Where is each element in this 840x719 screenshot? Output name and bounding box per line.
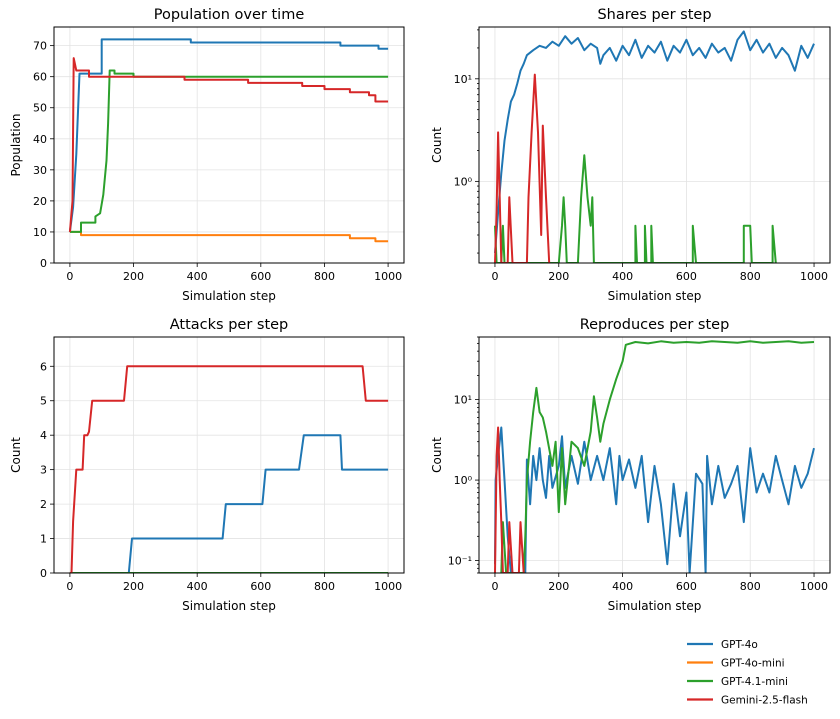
series-group: [494, 340, 815, 573]
y-tick-label: 10¹: [454, 394, 472, 407]
y-tick-label: 70: [33, 40, 47, 53]
x-tick-label: 800: [740, 270, 761, 283]
series-line-gpt-4o: [494, 426, 815, 573]
legend: GPT-4o GPT-4o-mini GPT-4.1-mini Gemini-2.5-…: [687, 639, 808, 707]
x-tick-label: 1000: [374, 270, 402, 283]
x-tick-label: 600: [250, 580, 271, 593]
y-tick-label: 2: [40, 498, 47, 511]
y-axis-label: Count: [9, 437, 23, 473]
series-line-gemini-2-5-flash: [494, 426, 525, 573]
y-tick-label: 10¹: [454, 73, 472, 86]
y-axis-label: Count: [430, 127, 444, 163]
panel-title: Population over time: [154, 7, 305, 23]
x-tick-label: 0: [491, 270, 498, 283]
y-tick-label: 30: [33, 164, 47, 177]
y-tick-label: 20: [33, 195, 47, 208]
legend-item: Gemini-2.5-flash: [687, 695, 808, 707]
legend-label: Gemini-2.5-flash: [721, 695, 808, 707]
y-tick-label: 3: [40, 464, 47, 477]
legend-label: GPT-4.1-mini: [721, 676, 788, 688]
x-tick-label: 0: [66, 580, 73, 593]
legend-item: GPT-4o-mini: [687, 658, 785, 670]
series-line-gemini-2-5-flash: [494, 73, 551, 263]
x-tick-label: 200: [548, 580, 569, 593]
x-tick-label: 0: [491, 580, 498, 593]
series-line-gpt-4o: [494, 30, 815, 254]
x-tick-label: 600: [250, 270, 271, 283]
x-tick-label: 400: [187, 270, 208, 283]
x-tick-label: 600: [676, 580, 697, 593]
series-group: [69, 365, 389, 573]
plot-frame: [53, 336, 405, 574]
x-tick-label: 400: [612, 270, 633, 283]
plot-frame: [478, 26, 831, 264]
y-tick-label: 10⁰: [454, 175, 473, 188]
x-tick-label: 200: [548, 270, 569, 283]
x-tick-label: 600: [676, 270, 697, 283]
y-tick-label: 5: [40, 395, 47, 408]
y-tick-label: 6: [40, 360, 47, 373]
x-tick-label: 800: [314, 270, 335, 283]
y-tick-label: 4: [40, 429, 47, 442]
y-tick-label: 40: [33, 133, 47, 146]
x-tick-label: 1000: [800, 270, 828, 283]
series-line-gpt-4o: [68, 38, 389, 233]
legend-item: GPT-4.1-mini: [687, 676, 788, 688]
series-group: [494, 30, 815, 263]
y-tick-label: 1: [40, 533, 47, 546]
y-tick-label: 0: [40, 567, 47, 580]
legend-label: GPT-4o-mini: [721, 658, 785, 670]
y-tick-label: 0: [40, 257, 47, 270]
legend-label: GPT-4o: [721, 639, 758, 651]
x-tick-label: 0: [66, 270, 73, 283]
panel-title: Attacks per step: [170, 317, 289, 333]
y-tick-label: 60: [33, 71, 47, 84]
panel-title: Reproduces per step: [580, 317, 730, 333]
y-axis-label: Population: [9, 113, 23, 176]
x-axis-label: Simulation step: [182, 289, 276, 303]
y-axis-label: Count: [430, 437, 444, 473]
series-line-gpt-4-1-mini: [494, 154, 777, 263]
series-group: [68, 38, 389, 243]
panel-title: Shares per step: [597, 7, 711, 23]
panel-attacks: 0 200 400 600 800 1000 0 1 2 3 4 5 6 Attacks per step…: [9, 317, 405, 613]
x-axis-label: Simulation step: [182, 599, 276, 613]
series-line-gpt-4o-mini: [69, 230, 389, 243]
y-tick-label: 50: [33, 102, 47, 115]
series-line-gpt-4-1-mini: [69, 69, 389, 233]
series-line-gpt-4-1-mini: [500, 340, 815, 573]
y-tick-label: 10⁻¹: [448, 555, 472, 568]
x-tick-label: 400: [612, 580, 633, 593]
x-tick-label: 200: [123, 580, 144, 593]
series-line-gemini-2-5-flash: [69, 365, 389, 573]
panel-reproduces: 0 200 400 600 800 1000 10⁻¹ 10⁰ 10¹ Reproduces pe…: [430, 317, 831, 613]
series-line-gpt-4o: [69, 434, 389, 573]
x-axis-label: Simulation step: [608, 289, 702, 303]
y-tick-label: 10: [33, 226, 47, 239]
series-line-gemini-2-5-flash: [68, 57, 389, 232]
x-tick-label: 1000: [800, 580, 828, 593]
x-tick-label: 200: [123, 270, 144, 283]
plot-frame: [53, 26, 405, 264]
panel-population: 0 200 400 600 800 1000 0 10 20 30 40 50 60 70 Populati…: [9, 7, 405, 303]
legend-item: GPT-4o: [687, 639, 758, 651]
x-axis-label: Simulation step: [608, 599, 702, 613]
x-tick-label: 800: [314, 580, 335, 593]
x-tick-label: 1000: [374, 580, 402, 593]
y-tick-label: 10⁰: [454, 474, 473, 487]
panel-shares: 0 200 400 600 800 1000 10⁰ 10¹ Shares per step Si…: [430, 7, 831, 303]
x-tick-label: 400: [187, 580, 208, 593]
x-tick-label: 800: [740, 580, 761, 593]
plot-frame: [478, 336, 831, 574]
